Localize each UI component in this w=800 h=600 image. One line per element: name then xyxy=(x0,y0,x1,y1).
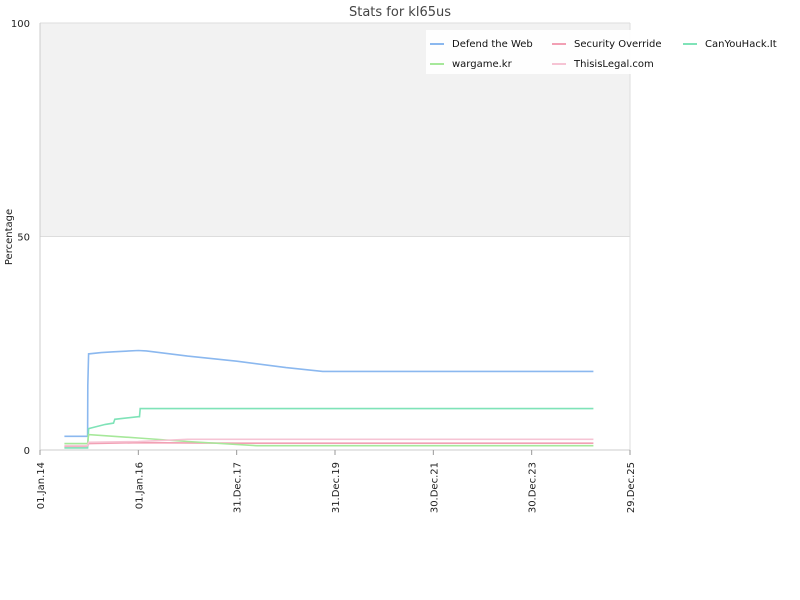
y-tick-label: 0 xyxy=(24,446,30,457)
x-tick-label: 30.Dec.23 xyxy=(528,462,539,513)
legend: Defend the Web Security Override CanYouHac… xyxy=(426,30,777,74)
y-tick-label: 50 xyxy=(17,233,30,244)
series-line-security-override xyxy=(64,441,594,448)
series-lines xyxy=(64,349,594,449)
y-axis-label: Percentage xyxy=(4,209,15,265)
x-tick-label: 30.Dec.21 xyxy=(429,462,440,513)
legend-label: CanYouHack.It xyxy=(705,39,777,50)
y-tick-label: 100 xyxy=(11,19,30,30)
x-tick-label: 01.Jan.16 xyxy=(134,462,145,509)
legend-label: wargame.kr xyxy=(452,59,513,70)
legend-label: ThisisLegal.com xyxy=(573,59,654,70)
legend-background xyxy=(426,30,636,74)
series-line-defend-the-web xyxy=(64,349,594,438)
x-tick-label: 31.Dec.17 xyxy=(233,462,244,513)
chart-title: Stats for kl65us xyxy=(349,5,451,20)
x-tick-label: 31.Dec.19 xyxy=(331,462,342,513)
axes: 0 50 100 01.Jan.14 01.Jan.16 31.Dec.17 31.Dec.… xyxy=(11,19,637,513)
legend-label: Defend the Web xyxy=(452,39,533,50)
series-line-thisislegal-com xyxy=(64,438,594,447)
x-tick-label: 29.Dec.25 xyxy=(626,462,637,513)
x-tick-label: 01.Jan.14 xyxy=(36,462,47,509)
series-line-wargame-kr xyxy=(64,433,594,447)
legend-label: Security Override xyxy=(574,39,662,50)
